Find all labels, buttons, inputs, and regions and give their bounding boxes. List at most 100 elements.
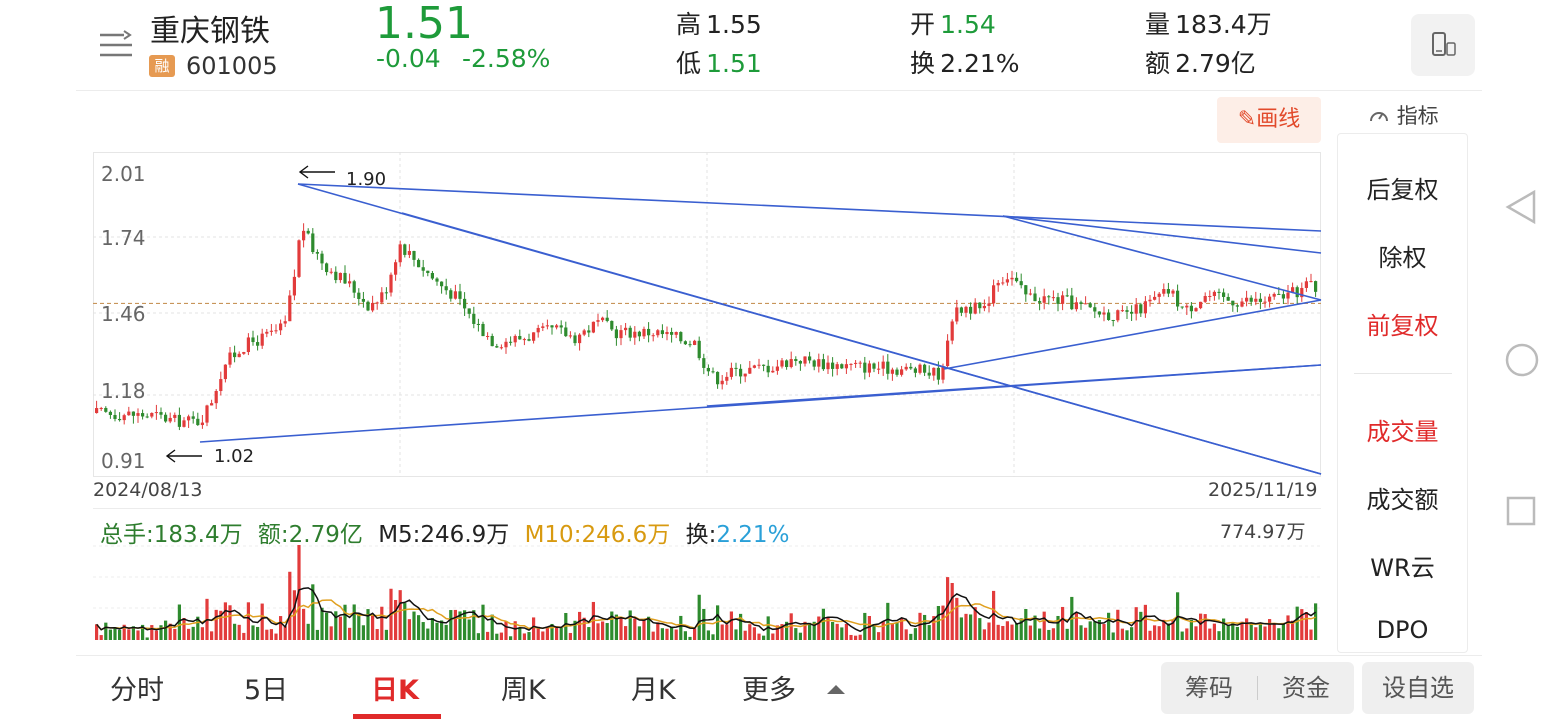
candle-body xyxy=(407,251,411,255)
candle-body xyxy=(1019,281,1023,286)
volume-bar xyxy=(366,609,370,640)
volume-bar xyxy=(1208,628,1212,640)
funds-button[interactable]: 资金 xyxy=(1282,674,1330,702)
candle-body xyxy=(711,371,715,373)
back-icon[interactable] xyxy=(1505,189,1536,225)
candle-body xyxy=(182,420,186,427)
candle-body xyxy=(706,367,710,372)
volume-bar xyxy=(403,603,407,640)
candle-body xyxy=(932,367,936,376)
candle-body xyxy=(679,332,683,342)
menu-item-volume[interactable]: 成交量 xyxy=(1366,418,1439,446)
menu-item-backward-adjusted[interactable]: 后复权 xyxy=(1366,176,1439,204)
volume-bar xyxy=(486,631,490,640)
volume-bar xyxy=(122,624,126,640)
chips-button[interactable]: 筹码 xyxy=(1185,674,1233,702)
candle-body xyxy=(1272,293,1276,297)
candle-body xyxy=(683,341,687,345)
tab-5day[interactable]: 5日 xyxy=(244,675,289,706)
candle-body xyxy=(320,253,324,264)
trend-line xyxy=(706,364,1322,407)
volume-bar xyxy=(518,627,522,640)
menu-item-ex-rights[interactable]: 除权 xyxy=(1378,244,1427,272)
draw-line-button[interactable]: ✎画线 xyxy=(1217,97,1321,143)
candle-body xyxy=(242,352,246,354)
volume-bar xyxy=(964,613,968,640)
volume-bar xyxy=(256,626,260,640)
candle-body xyxy=(440,281,444,287)
kline-chart[interactable]: 2.01 1.74 1.46 1.18 0.91 1.90 1.02 xyxy=(0,0,1330,480)
candle-body xyxy=(697,340,701,359)
candle-body xyxy=(1143,301,1147,314)
volume-bar xyxy=(1217,631,1221,640)
candle-body xyxy=(545,325,549,327)
tab-more[interactable]: 更多 xyxy=(742,668,845,707)
candle-body xyxy=(1180,306,1184,308)
candle-body xyxy=(568,335,572,337)
home-icon[interactable] xyxy=(1505,343,1539,377)
candle-body xyxy=(246,337,250,353)
volume-bar xyxy=(311,584,315,640)
add-watchlist-button[interactable]: 设自选 xyxy=(1362,662,1474,714)
candle-body xyxy=(614,329,618,339)
menu-icon[interactable] xyxy=(98,30,134,60)
candle-body xyxy=(1005,279,1009,283)
candle-body xyxy=(1222,292,1226,297)
tab-daily-k[interactable]: 日K xyxy=(371,675,419,706)
y-axis-tick-label: 2.01 xyxy=(101,162,146,186)
volume-bar xyxy=(978,618,982,640)
candle-body xyxy=(863,362,867,373)
volume-bar xyxy=(338,616,342,640)
volume-bar xyxy=(219,610,223,640)
rotate-screen-button[interactable] xyxy=(1411,14,1475,76)
candle-body xyxy=(499,347,503,349)
volume-bar xyxy=(260,603,264,640)
candle-body xyxy=(361,298,365,302)
volume-bar xyxy=(831,621,835,640)
volume-bar xyxy=(1166,623,1170,640)
candle-body xyxy=(840,364,844,369)
amount-label: 额 xyxy=(1145,49,1171,78)
volume-bar xyxy=(752,627,756,640)
candle-body xyxy=(219,379,223,392)
candle-body xyxy=(996,282,1000,286)
volume-bar xyxy=(1249,624,1253,640)
volume-chart[interactable] xyxy=(0,0,1330,650)
volume-bar xyxy=(476,633,480,640)
volume-bar xyxy=(407,619,411,640)
volume-bar xyxy=(633,618,637,640)
volume-bar xyxy=(941,605,945,640)
volume-bar xyxy=(1024,609,1028,640)
tab-intraday[interactable]: 分时 xyxy=(110,675,164,706)
volume-bar xyxy=(881,621,885,640)
current-price: 1.51 xyxy=(375,0,473,49)
indicator-button[interactable]: 指标 xyxy=(1368,100,1439,130)
volume-bar xyxy=(996,624,1000,640)
volume-bar xyxy=(1047,629,1051,640)
volume-bar xyxy=(1180,631,1184,640)
candle-body xyxy=(1295,287,1299,298)
volume-bar xyxy=(890,623,894,640)
volume-bar xyxy=(1258,622,1262,640)
candle-body xyxy=(490,335,494,347)
menu-item-amount[interactable]: 成交额 xyxy=(1366,486,1439,514)
menu-item-forward-adjusted[interactable]: 前复权 xyxy=(1366,312,1439,340)
candle-body xyxy=(476,323,480,325)
menu-item-dpo[interactable]: DPO xyxy=(1376,616,1429,644)
recents-icon[interactable] xyxy=(1506,496,1536,526)
candle-body xyxy=(941,365,945,380)
candle-body xyxy=(844,364,848,369)
tab-monthly-k[interactable]: 月K xyxy=(631,675,676,706)
volume-bar xyxy=(610,611,614,640)
candle-body xyxy=(633,331,637,338)
volume-bar xyxy=(614,614,618,640)
volume-bar xyxy=(329,626,333,640)
candle-body xyxy=(559,325,563,328)
candle-body xyxy=(1015,277,1019,282)
menu-item-wr[interactable]: WR云 xyxy=(1370,554,1435,582)
volume-bar xyxy=(444,624,448,640)
gauge-icon xyxy=(1370,112,1388,122)
candle-body xyxy=(265,331,269,334)
turnover-legend-prefix: 换: xyxy=(685,522,717,548)
tab-weekly-k[interactable]: 周K xyxy=(501,675,546,706)
